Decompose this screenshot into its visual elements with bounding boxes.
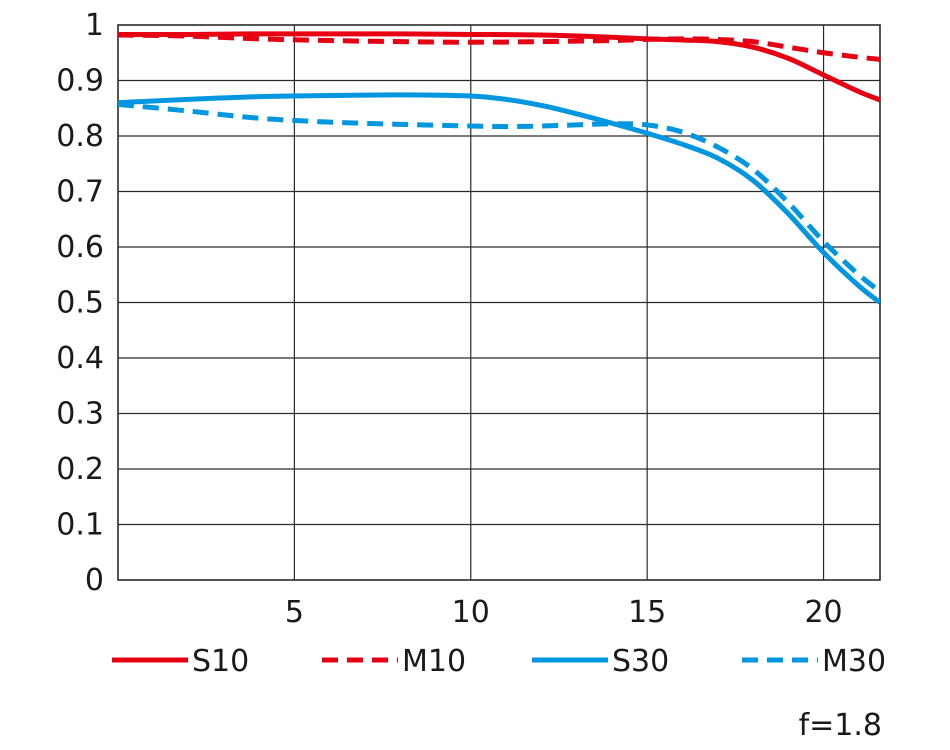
series-line-m30 <box>118 101 880 294</box>
x-tick-label: 10 <box>452 595 490 630</box>
series-line-m10 <box>118 32 880 62</box>
axis-layer: 00.10.20.30.40.50.60.70.80.915 10 15 20 <box>56 8 842 630</box>
aperture-note: f=1.8 <box>799 708 882 743</box>
y-tick-label: 0.8 <box>56 119 104 154</box>
grid-layer <box>117 24 881 581</box>
y-tick-label: 0.7 <box>56 175 104 210</box>
series-layer <box>118 31 880 305</box>
y-tick-label: 0 <box>85 563 104 598</box>
legend: S10 M10 S30 M30 <box>112 644 886 679</box>
y-tick-label: 0.6 <box>56 230 104 265</box>
y-tick-label: 1 <box>85 8 104 43</box>
x-tick-label: 15 <box>628 595 666 630</box>
legend-label-m30: M30 <box>822 644 886 679</box>
legend-label-m10: M10 <box>402 644 466 679</box>
legend-label-s10: S10 <box>192 644 249 679</box>
legend-label-s30: S30 <box>612 644 669 679</box>
series-line-s30 <box>118 92 880 305</box>
y-tick-label: 0.2 <box>56 452 104 487</box>
y-tick-label: 0.4 <box>56 341 104 376</box>
y-tick-label: 0.9 <box>56 64 104 99</box>
y-tick-label: 0.3 <box>56 397 104 432</box>
y-tick-label: 0.1 <box>56 508 104 543</box>
x-tick-label: 5 <box>285 595 304 630</box>
series-line-s10 <box>118 31 880 103</box>
x-tick-label: 20 <box>804 595 842 630</box>
y-tick-label: 0.5 <box>56 286 104 321</box>
